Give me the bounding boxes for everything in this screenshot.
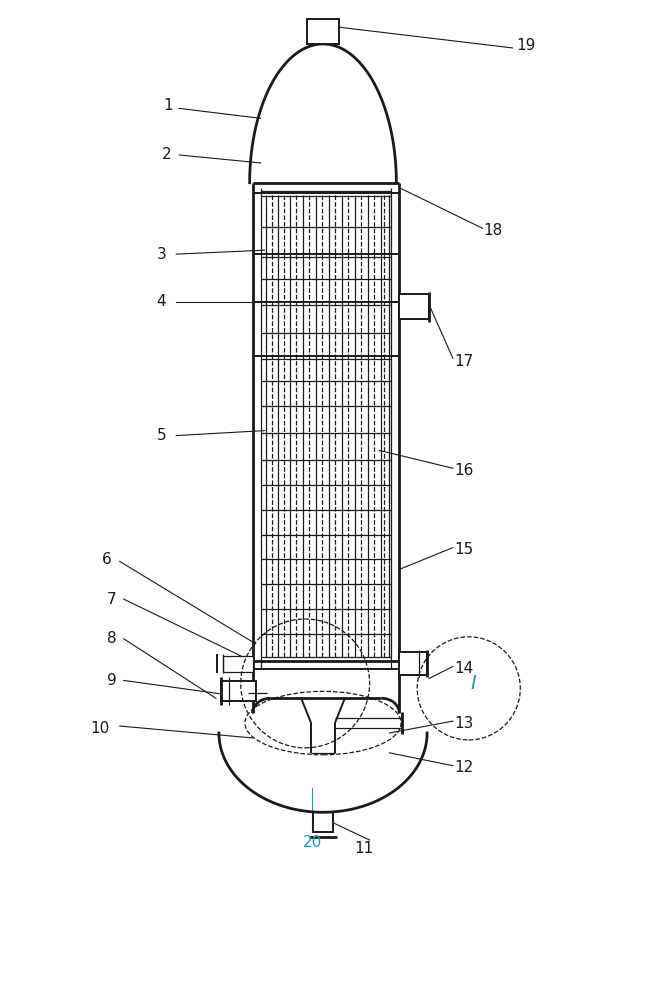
Text: 6: 6	[102, 552, 112, 567]
Bar	[223, 656, 253, 672]
Text: 17: 17	[454, 354, 473, 369]
Text: 8: 8	[107, 631, 116, 646]
Bar	[307, 19, 339, 44]
Text: I: I	[471, 674, 477, 693]
Text: 15: 15	[454, 542, 473, 557]
Text: 1: 1	[163, 98, 173, 113]
Text: 12: 12	[454, 760, 473, 775]
Text: 10: 10	[90, 721, 109, 736]
Text: 13: 13	[454, 716, 474, 731]
Text: 9: 9	[107, 673, 117, 688]
Text: 3: 3	[156, 247, 166, 262]
Text: 2: 2	[162, 147, 171, 162]
Text: 18: 18	[484, 223, 503, 238]
Text: 16: 16	[454, 463, 474, 478]
Bar	[221, 681, 256, 701]
Text: 14: 14	[454, 661, 473, 676]
Bar	[399, 294, 429, 319]
Text: 4: 4	[156, 294, 166, 309]
Bar	[313, 812, 333, 832]
Bar	[399, 652, 427, 675]
Text: 5: 5	[156, 428, 166, 443]
Text: 7: 7	[107, 592, 116, 607]
Text: 19: 19	[516, 38, 536, 53]
Text: 11: 11	[355, 841, 374, 856]
Text: 20: 20	[302, 835, 322, 850]
